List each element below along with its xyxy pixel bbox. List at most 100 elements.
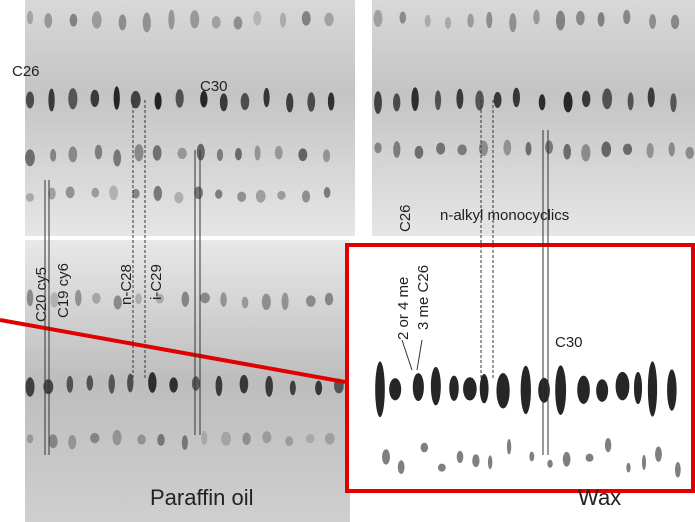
spot: [576, 10, 585, 26]
spot: [399, 11, 406, 24]
spot: [135, 293, 142, 305]
spot: [234, 147, 242, 161]
spot: [108, 374, 115, 394]
spot: [649, 14, 657, 29]
spot: [496, 372, 510, 409]
spot: [393, 141, 401, 158]
spot: [289, 380, 296, 396]
spot: [68, 434, 77, 450]
peak-label: C19 cy6: [55, 263, 72, 318]
spot: [66, 375, 74, 393]
spot: [506, 438, 512, 455]
spot: [215, 189, 223, 199]
spot: [265, 375, 273, 397]
spot: [307, 92, 316, 112]
spot: [65, 186, 75, 199]
spot: [154, 92, 162, 110]
panel-label: Paraffin oil: [150, 485, 254, 510]
panel-paraffin: [25, 240, 350, 522]
peak-label: C30: [555, 334, 583, 351]
spot: [596, 379, 609, 402]
panel-label: Wax: [578, 485, 621, 510]
spot: [50, 149, 57, 162]
spot: [509, 13, 517, 33]
spot: [94, 144, 103, 160]
spot: [547, 459, 553, 468]
spot: [563, 91, 573, 113]
spot: [261, 293, 271, 310]
peak-label: C20 cy5: [33, 267, 50, 322]
spot: [25, 377, 35, 397]
spot: [152, 145, 162, 161]
spot: [26, 289, 34, 307]
spot: [113, 149, 122, 167]
spot: [538, 377, 550, 403]
spot: [196, 143, 205, 161]
spot: [200, 292, 210, 304]
spot: [324, 12, 334, 27]
spot: [113, 295, 122, 310]
spot: [323, 187, 331, 199]
spot: [463, 377, 477, 401]
spot: [457, 144, 467, 156]
spot: [274, 145, 283, 160]
spot: [155, 293, 164, 304]
spot: [301, 190, 311, 203]
spot: [91, 11, 102, 29]
spot: [221, 431, 231, 446]
spot: [241, 296, 249, 309]
spot: [655, 446, 662, 462]
peak-label: C26: [397, 204, 414, 232]
pointer: [416, 339, 423, 371]
spot: [26, 434, 34, 444]
spot: [375, 361, 385, 418]
spot: [456, 88, 464, 109]
spot: [25, 193, 35, 202]
spot: [305, 433, 315, 444]
spot: [647, 361, 658, 417]
spot: [597, 12, 605, 27]
spot: [215, 375, 223, 397]
spot: [424, 14, 431, 27]
spot: [533, 9, 540, 25]
spot: [674, 461, 681, 478]
spot: [286, 92, 294, 113]
panel-wax-inset: [347, 245, 695, 491]
spot: [486, 11, 493, 29]
spot: [174, 192, 184, 204]
spot: [382, 449, 390, 465]
spot: [190, 10, 200, 29]
guide-lines: [44, 100, 549, 455]
spot: [520, 365, 531, 415]
spot: [493, 91, 502, 108]
panel-top-left: [25, 0, 355, 236]
spot: [623, 9, 631, 25]
spot: [263, 87, 270, 108]
spot: [25, 91, 35, 109]
spot: [86, 375, 94, 391]
spot: [169, 377, 178, 393]
spot: [456, 450, 464, 463]
spot: [397, 460, 405, 474]
spot: [479, 374, 489, 404]
spot: [627, 92, 634, 111]
spot: [211, 16, 221, 29]
spot: [475, 90, 484, 111]
spot: [667, 369, 677, 411]
spot: [604, 438, 612, 453]
spot: [555, 365, 567, 415]
peak-label: C26: [12, 63, 40, 80]
spot: [132, 188, 140, 199]
spot: [615, 371, 630, 401]
spot: [285, 436, 294, 446]
spot: [641, 454, 647, 470]
spot: [670, 14, 680, 30]
peak-label: C30: [200, 78, 228, 95]
spot: [556, 10, 566, 31]
spot: [153, 185, 163, 201]
spot: [277, 190, 286, 200]
spot: [670, 93, 677, 113]
spot: [112, 429, 122, 446]
spot: [414, 145, 424, 159]
spot: [242, 432, 251, 445]
